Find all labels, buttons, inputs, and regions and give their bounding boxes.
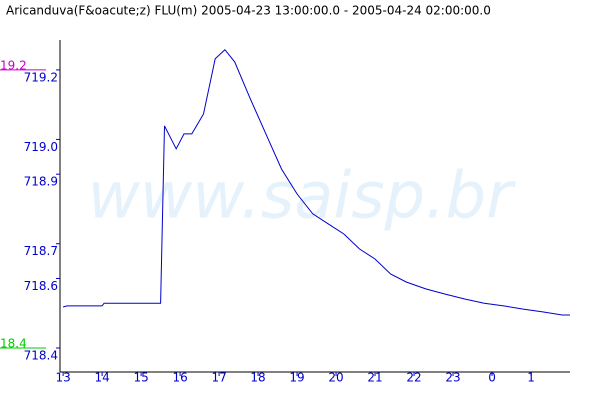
x-tick-label: 1 [527,371,535,385]
x-tick-label: 14 [94,371,109,385]
x-tick-label: 23 [445,371,460,385]
x-tick-label: 22 [406,371,421,385]
reference-label: 18.4 [0,337,27,351]
x-tick-label: 19 [289,371,304,385]
y-tick-label: 718.4 [24,349,58,363]
x-tick-label: 13 [55,371,70,385]
y-tick-label: 718.7 [24,244,58,258]
data-line [62,48,570,316]
x-tick-label: 15 [133,371,148,385]
watermark: www.saisp.br [88,160,517,234]
x-tick-label: 17 [211,371,226,385]
reference-label: 19.2 [0,58,27,72]
x-tick-label: 0 [488,371,496,385]
chart-title: Aricanduva(F&oacute;z) FLU(m) 2005-04-23… [6,4,491,18]
y-tick-label: 718.6 [24,279,58,293]
y-tick-label: 719.0 [24,140,58,154]
x-tick-label: 18 [250,371,265,385]
x-tick-label: 21 [367,371,382,385]
x-tick-label: 16 [172,371,187,385]
x-tick-label: 20 [328,371,343,385]
y-tick-label: 718.9 [24,175,58,189]
y-tick-label: 719.2 [24,70,58,84]
